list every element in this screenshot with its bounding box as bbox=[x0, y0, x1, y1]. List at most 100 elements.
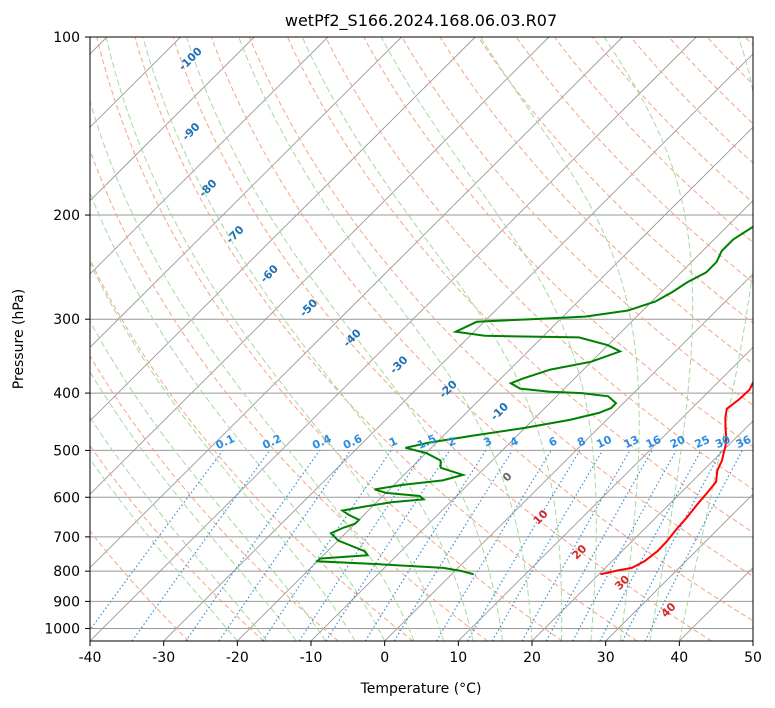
isotherm-line bbox=[605, 493, 753, 641]
x-tick-label: -10 bbox=[300, 650, 323, 666]
mixing-ratio-label: 6 bbox=[547, 434, 560, 449]
mixing-ratio-label: 0.2 bbox=[260, 432, 283, 452]
moist-adiabat-line bbox=[90, 320, 327, 641]
isotherm-line bbox=[90, 37, 476, 422]
mixing-ratio-label: 0.6 bbox=[341, 432, 364, 452]
isotherm-line bbox=[90, 37, 550, 495]
dry-adiabat-label: -50 bbox=[297, 296, 320, 319]
dry-adiabat-line bbox=[90, 355, 339, 641]
y-tick-label: 300 bbox=[53, 312, 80, 328]
dry-adiabat-line bbox=[592, 37, 753, 204]
mixing-ratio-line bbox=[545, 450, 653, 641]
dry-adiabat-label: -80 bbox=[196, 176, 219, 199]
isotherm-line bbox=[90, 37, 697, 641]
mixing-ratio-label: 13 bbox=[622, 433, 641, 451]
dewpoint-line bbox=[314, 225, 753, 576]
y-tick-label: 100 bbox=[53, 30, 80, 46]
dry-adiabat-line bbox=[363, 37, 753, 448]
series-layer bbox=[314, 225, 753, 576]
mixing-ratio-label: 0.1 bbox=[214, 432, 237, 452]
y-tick-label: 600 bbox=[53, 490, 80, 506]
mixing-ratio-line bbox=[521, 450, 631, 641]
moist-adiabat-line bbox=[90, 191, 386, 641]
mixing-ratio-label: 1.5 bbox=[415, 432, 438, 452]
dry-adiabat-line bbox=[90, 148, 488, 641]
mixing-ratio-label: 25 bbox=[693, 433, 712, 451]
moist-adiabat-line bbox=[90, 261, 356, 641]
mixing-ratio-line bbox=[466, 450, 581, 641]
moist-adiabat-line bbox=[142, 37, 474, 641]
dry-adiabat-line bbox=[90, 444, 264, 641]
dry-adiabat-line bbox=[515, 37, 753, 284]
isotherm-line bbox=[752, 640, 753, 641]
mixing-ratio-line bbox=[262, 450, 392, 641]
y-axis-label: Pressure (hPa) bbox=[11, 289, 27, 389]
dry-adiabat-label: 20 bbox=[569, 542, 589, 562]
chart-title: wetPf2_S166.2024.168.06.03.R07 bbox=[285, 11, 557, 31]
dry-adiabat-line bbox=[668, 37, 753, 125]
dry-adiabat-label: -20 bbox=[437, 377, 460, 400]
isotherm-line bbox=[90, 37, 255, 202]
dry-adiabat-label: -60 bbox=[258, 262, 281, 285]
y-axis-ticks: 100 200 300 400 500 600 700 800 900 1000 bbox=[44, 30, 90, 638]
mixing-ratio-line bbox=[393, 450, 513, 641]
moist-adiabat-line bbox=[380, 37, 597, 641]
dry-adiabat-line bbox=[172, 37, 712, 641]
x-tick-label: 50 bbox=[744, 650, 762, 666]
dry-adiabat-line bbox=[325, 37, 753, 490]
dry-adiabat-label: -10 bbox=[488, 400, 511, 423]
moist-adiabat-line bbox=[301, 37, 563, 641]
mixing-ratio-label: 4 bbox=[508, 434, 521, 449]
mixing-ratio-label: 0.4 bbox=[310, 432, 333, 452]
moist-adiabat-line bbox=[90, 370, 297, 641]
dry-adiabat-line bbox=[439, 37, 753, 365]
dry-adiabat-line bbox=[90, 258, 414, 641]
dry-adiabat-line bbox=[96, 37, 563, 641]
dry-adiabat-label: 10 bbox=[531, 507, 551, 527]
dry-adiabat-line bbox=[401, 37, 753, 406]
mixing-ratio-line bbox=[644, 450, 743, 641]
y-tick-label: 500 bbox=[53, 443, 80, 459]
mixing-ratio-label: 20 bbox=[668, 433, 688, 451]
x-tick-label: 30 bbox=[597, 650, 615, 666]
mixing-ratio-line bbox=[325, 450, 451, 641]
moist-adiabat-line bbox=[105, 37, 445, 641]
y-tick-label: 200 bbox=[53, 208, 80, 224]
isotherm-line bbox=[457, 346, 753, 641]
mixing-ratio-line bbox=[90, 450, 224, 631]
x-tick-label: 10 bbox=[449, 650, 467, 666]
isotherm-line bbox=[310, 200, 753, 641]
mixing-ratio-label: 3 bbox=[482, 435, 494, 450]
x-tick-label: -40 bbox=[79, 650, 102, 666]
x-tick-label: -20 bbox=[226, 650, 249, 666]
x-tick-label: 20 bbox=[523, 650, 541, 666]
dry-adiabat-label: 40 bbox=[659, 600, 679, 620]
dry-adiabat-label: -90 bbox=[179, 120, 202, 143]
mixing-ratio-label: 30 bbox=[713, 433, 733, 451]
dry-adiabat-line bbox=[210, 37, 753, 622]
dry-adiabat-label: -70 bbox=[223, 223, 246, 246]
isotherm-line bbox=[384, 273, 753, 641]
dry-adiabat-line bbox=[134, 37, 638, 641]
isotherm-line bbox=[678, 566, 753, 641]
moist-adiabat-line bbox=[479, 37, 640, 641]
temperature-line bbox=[600, 380, 753, 576]
mixing-ratio-line bbox=[185, 450, 321, 641]
y-tick-label: 400 bbox=[53, 386, 80, 402]
isotherm-line bbox=[90, 37, 623, 569]
y-tick-label: 900 bbox=[53, 594, 80, 610]
moist-adiabat-line bbox=[603, 37, 694, 641]
mixing-ratio-label: 10 bbox=[594, 433, 614, 451]
moist-adiabat-line bbox=[90, 99, 415, 641]
mixing-ratio-line bbox=[435, 450, 552, 641]
y-tick-label: 700 bbox=[53, 530, 80, 546]
x-axis-label: Temperature (°C) bbox=[360, 681, 482, 697]
moist-adiabat-line bbox=[90, 416, 268, 641]
plot-frame bbox=[89, 36, 754, 642]
dry-adiabat-line bbox=[248, 37, 753, 577]
dry-adiabat-line bbox=[477, 37, 753, 324]
moist-adiabat-line bbox=[238, 37, 533, 641]
moist-adiabat-line bbox=[186, 37, 503, 641]
mixing-ratio-label: 2 bbox=[445, 435, 457, 450]
